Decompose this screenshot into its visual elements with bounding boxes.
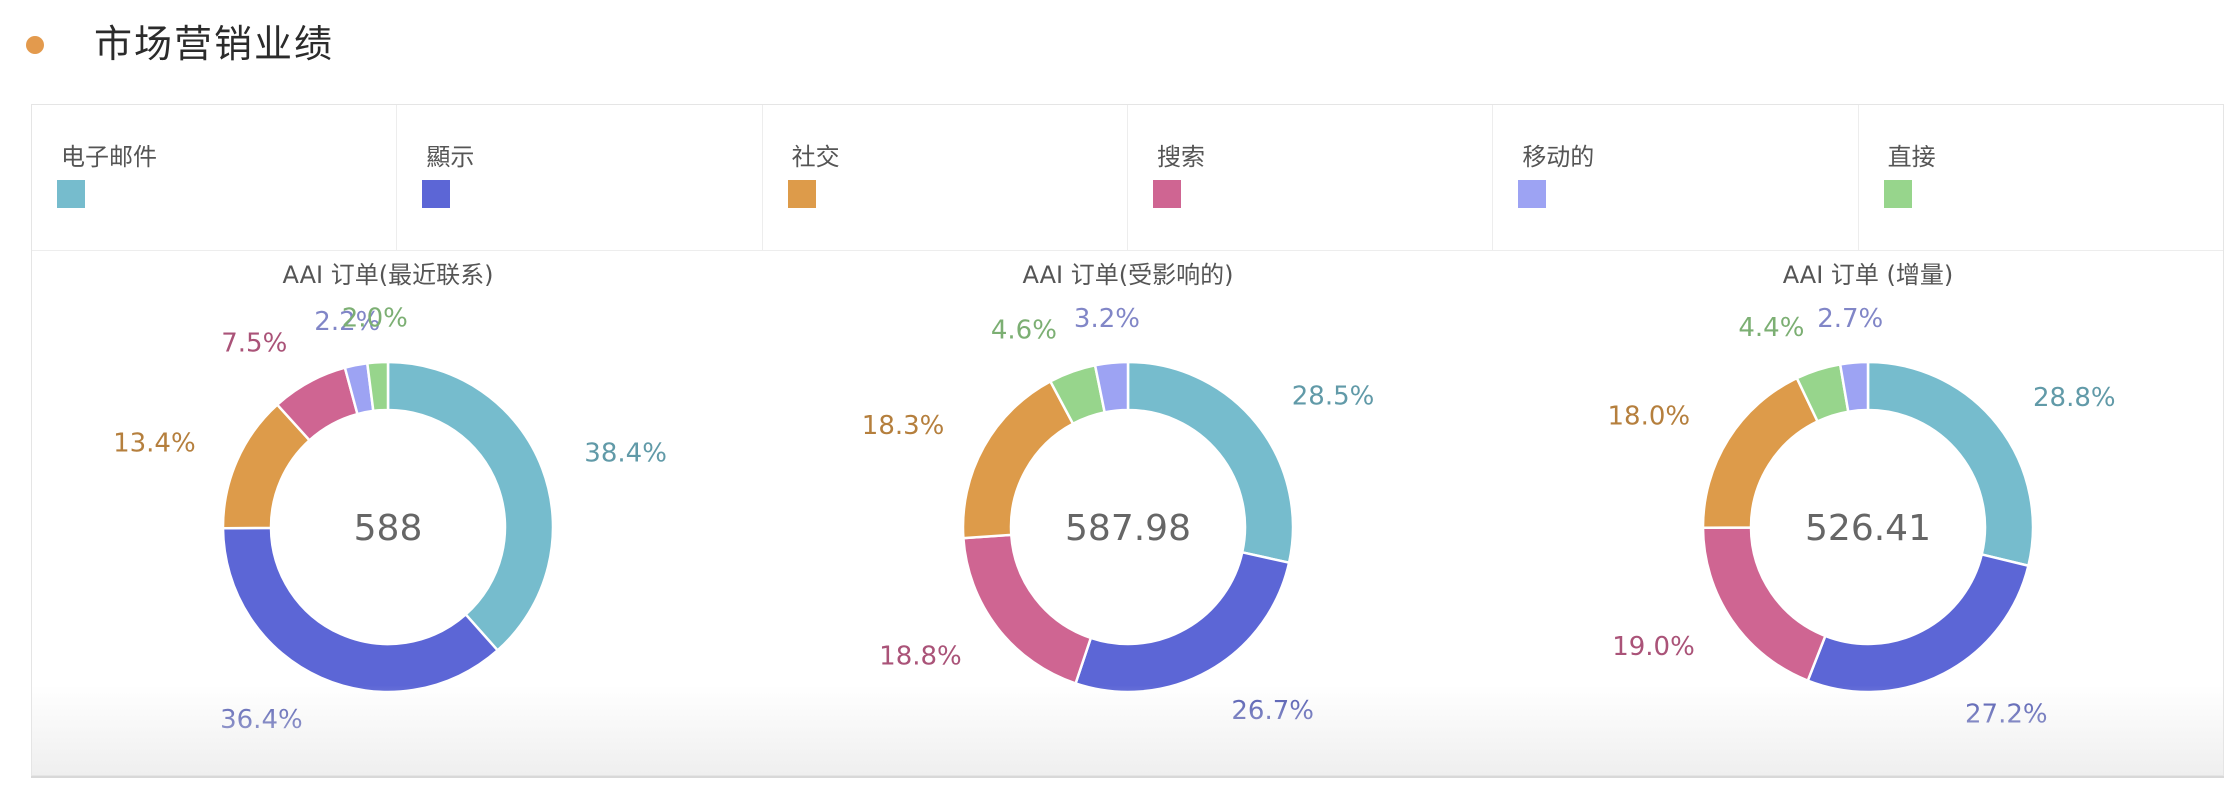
slice-data-label: 28.5% bbox=[1292, 382, 1375, 412]
donut-slice[interactable] bbox=[1806, 552, 2030, 694]
slice-data-label: 4.4% bbox=[1738, 313, 1804, 343]
slice-data-label: 2.0% bbox=[342, 303, 408, 333]
legend-item-mobile[interactable]: 移动的 bbox=[1493, 105, 1859, 250]
chart-title: AAI 订单 (增量) bbox=[1783, 261, 1954, 289]
slice-data-label: 2.2% bbox=[314, 307, 380, 337]
panel-bottom-border bbox=[31, 776, 2224, 778]
legend-label: 移动的 bbox=[1522, 143, 1595, 171]
legend-label: 搜索 bbox=[1156, 143, 1205, 171]
chart-panel: 电子邮件 顯示 社交 搜索 移动的 直接 AAI 订单(最近联系) 38.4% 36.4% 13… bbox=[31, 104, 2224, 776]
donut-slice[interactable] bbox=[962, 533, 1093, 686]
legend-swatch-icon bbox=[787, 180, 816, 208]
center-total-label: 587.98 bbox=[1065, 508, 1191, 549]
legend: 电子邮件 顯示 社交 搜索 移动的 直接 bbox=[32, 105, 2223, 251]
chart-title: AAI 订单(最近联系) bbox=[283, 261, 494, 289]
slice-data-label: 28.8% bbox=[2033, 383, 2116, 413]
legend-item-search[interactable]: 搜索 bbox=[1128, 105, 1494, 250]
chart-title: AAI 订单(受影响的) bbox=[1023, 261, 1234, 289]
legend-label: 电子邮件 bbox=[61, 143, 157, 171]
slice-data-label: 38.4% bbox=[584, 438, 667, 468]
center-total-label: 526.41 bbox=[1805, 508, 1931, 549]
donut-slice[interactable] bbox=[386, 360, 555, 653]
legend-item-direct[interactable]: 直接 bbox=[1859, 105, 2223, 250]
slice-data-label: 18.8% bbox=[879, 641, 962, 671]
donut-chart-1: AAI 订单(最近联系) 38.4% 36.4% 13.4% 7.5% 2.2%2.0% 5… bbox=[113, 261, 667, 735]
donut-slice[interactable] bbox=[365, 360, 390, 413]
slice-data-label: 36.4% bbox=[220, 705, 303, 735]
slice-data-label: 4.6% bbox=[991, 315, 1057, 345]
slice-data-label: 26.7% bbox=[1231, 696, 1314, 726]
donut-slice[interactable] bbox=[221, 526, 500, 694]
slice-data-label: 18.0% bbox=[1607, 401, 1690, 431]
legend-item-social[interactable]: 社交 bbox=[763, 105, 1128, 250]
donut-slice[interactable] bbox=[961, 379, 1075, 540]
slice-data-label: 19.0% bbox=[1612, 632, 1695, 662]
legend-swatch-icon bbox=[422, 180, 451, 208]
page-header: 市场营销业绩 bbox=[0, 0, 2240, 96]
donut-slice[interactable] bbox=[1093, 360, 1130, 414]
legend-label: 直接 bbox=[1887, 143, 1936, 171]
center-total-label: 588 bbox=[354, 508, 423, 549]
legend-item-email[interactable]: 电子邮件 bbox=[32, 105, 398, 250]
slice-data-label: 18.3% bbox=[862, 411, 945, 441]
slice-data-label: 2.7% bbox=[1817, 304, 1883, 334]
donut-slice[interactable] bbox=[1838, 360, 1870, 414]
slice-data-label: 7.5% bbox=[221, 329, 287, 359]
donut-charts: AAI 订单(最近联系) 38.4% 36.4% 13.4% 7.5% 2.2%2.0% 5… bbox=[113, 261, 2116, 735]
legend-swatch-icon bbox=[1883, 180, 1912, 208]
header-bullet-icon bbox=[26, 36, 44, 54]
donut-chart-3: AAI 订单 (增量) 28.8% 27.2% 19.0% 18.0% 4.4% 2.7% 5… bbox=[1607, 261, 2115, 729]
slice-data-label: 13.4% bbox=[113, 429, 196, 459]
legend-label: 顯示 bbox=[426, 143, 475, 171]
legend-item-display[interactable]: 顯示 bbox=[397, 105, 763, 250]
legend-swatch-icon bbox=[1152, 180, 1181, 208]
page-title: 市场营销业绩 bbox=[94, 22, 335, 66]
slice-data-label: 27.2% bbox=[1965, 699, 2048, 729]
slice-data-label: 3.2% bbox=[1074, 304, 1140, 334]
donut-chart-2: AAI 订单(受影响的) 28.5% 26.7% 18.8% 18.3% 4.6% 3.2%… bbox=[862, 261, 1375, 726]
legend-swatch-icon bbox=[1518, 180, 1547, 208]
donut-slice[interactable] bbox=[1701, 526, 1827, 683]
donut-slice[interactable] bbox=[1074, 550, 1291, 694]
donut-slice[interactable] bbox=[1701, 376, 1820, 530]
legend-label: 社交 bbox=[791, 143, 840, 171]
legend-swatch-icon bbox=[57, 180, 85, 208]
